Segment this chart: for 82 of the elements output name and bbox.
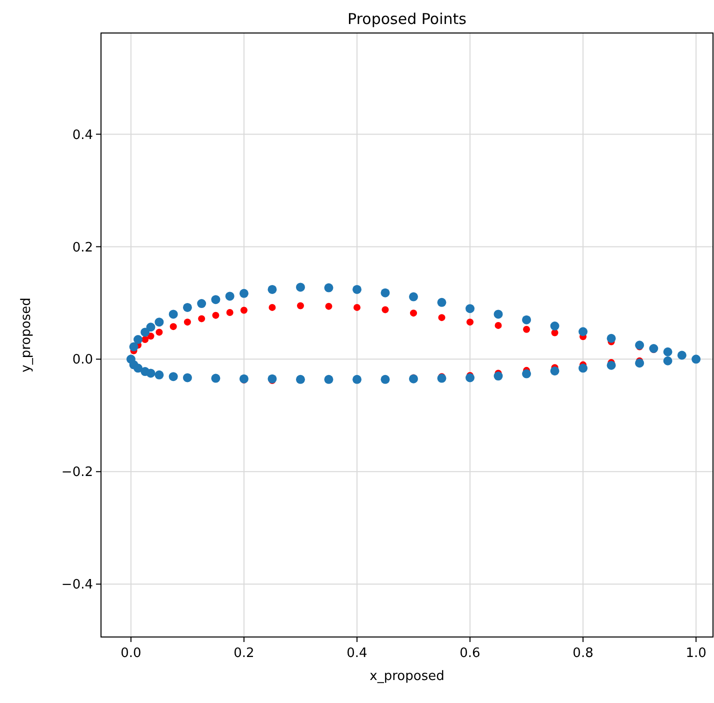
point [146, 322, 156, 332]
point [578, 327, 588, 336]
point [438, 314, 446, 322]
point [134, 335, 143, 344]
y-tick-label: 0.0 [72, 352, 93, 368]
point [410, 310, 417, 317]
point [382, 306, 389, 314]
point [325, 302, 332, 310]
chart-title: Proposed Points [348, 10, 467, 28]
point [380, 288, 390, 298]
point [466, 318, 474, 326]
point [550, 366, 560, 376]
y-tick-label: −0.2 [61, 465, 93, 480]
point [409, 292, 418, 302]
point [352, 374, 362, 384]
point [198, 315, 206, 322]
x-tick-label: 0.2 [234, 646, 254, 661]
point [225, 292, 234, 301]
point [635, 340, 644, 350]
point [296, 282, 305, 292]
point [142, 336, 149, 343]
point [170, 323, 177, 330]
x-tick-label: 1.0 [686, 646, 706, 661]
point [692, 354, 701, 364]
point [168, 310, 178, 319]
point [168, 372, 178, 382]
point [146, 368, 156, 378]
point [635, 358, 644, 368]
point [197, 299, 206, 308]
point [296, 302, 304, 310]
point [154, 318, 164, 327]
x-tick-label: 0.8 [572, 646, 594, 661]
point [129, 342, 138, 352]
point [296, 374, 305, 384]
point [182, 302, 192, 312]
point [523, 326, 530, 333]
point [494, 372, 503, 381]
point [324, 374, 334, 384]
point [239, 288, 248, 298]
point [211, 374, 220, 383]
point [211, 295, 220, 304]
point [239, 374, 248, 384]
point [353, 304, 360, 311]
point [606, 334, 616, 343]
point [550, 322, 560, 330]
y-tick-label: 0.4 [72, 128, 93, 143]
point [649, 344, 658, 353]
point [154, 370, 164, 380]
y-axis-title: y_proposed [19, 298, 34, 372]
point [268, 374, 277, 384]
point [494, 310, 503, 319]
point [437, 298, 446, 307]
point [134, 364, 143, 373]
point [578, 364, 588, 373]
point [268, 304, 276, 311]
point [466, 304, 475, 314]
x-tick-label: 0.0 [120, 646, 142, 661]
point [663, 347, 672, 356]
point [240, 306, 248, 314]
point [380, 374, 390, 384]
point [494, 322, 502, 329]
point [663, 356, 672, 366]
point [522, 315, 532, 324]
y-tick-label: 0.2 [72, 240, 93, 256]
point [156, 328, 163, 336]
x-axis-title: x_proposed [370, 669, 444, 684]
point [677, 350, 686, 360]
point [324, 283, 334, 292]
point [226, 309, 234, 316]
x-tick-label: 0.4 [346, 646, 368, 661]
y-tick-label: −0.4 [61, 578, 93, 593]
point [212, 312, 220, 319]
x-tick-label: 0.6 [460, 646, 480, 661]
point [352, 284, 362, 294]
point [268, 284, 277, 294]
point [184, 318, 191, 326]
point [140, 328, 150, 337]
point [437, 374, 446, 383]
point [182, 373, 192, 382]
point [522, 369, 532, 378]
point [606, 360, 616, 370]
point [466, 373, 475, 382]
